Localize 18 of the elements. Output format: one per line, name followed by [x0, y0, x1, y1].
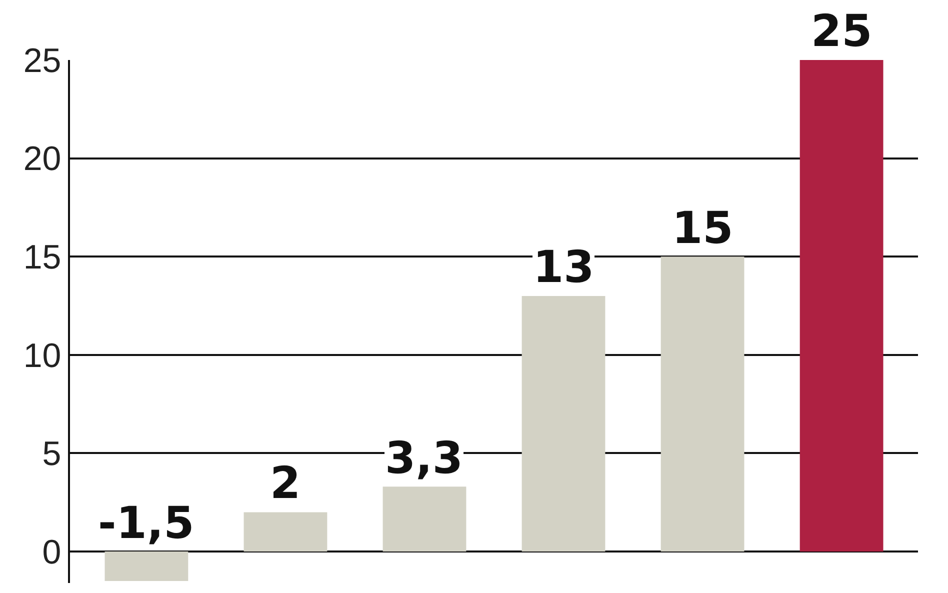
y-tick-label: 0: [42, 533, 62, 572]
bar: [660, 256, 744, 552]
y-tick-label: 10: [23, 336, 62, 375]
data-label: 13: [533, 242, 594, 293]
data-label: 25: [811, 6, 872, 57]
bar: [382, 486, 466, 552]
bar: [522, 296, 606, 552]
bar: [244, 512, 328, 552]
y-tick-label: 15: [23, 238, 62, 277]
y-tick-label: 25: [23, 42, 62, 80]
data-label: -1,5: [98, 498, 194, 549]
data-label: 2: [270, 458, 301, 509]
bar: [104, 552, 188, 582]
data-label: 15: [672, 203, 734, 254]
y-tick-label: 20: [23, 140, 62, 178]
data-label: 3,3: [385, 433, 463, 484]
y-tick-label: 5: [42, 435, 62, 474]
bar: [800, 60, 884, 552]
